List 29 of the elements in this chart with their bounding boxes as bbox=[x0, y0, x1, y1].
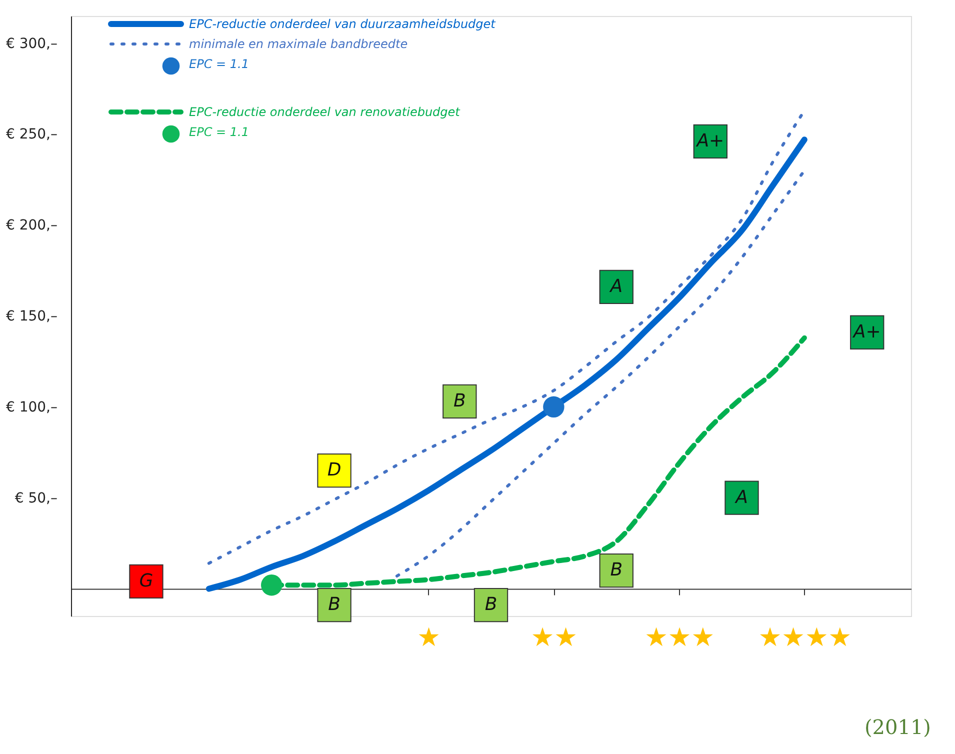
point bbox=[260, 574, 282, 596]
data-label: B bbox=[610, 560, 623, 581]
legend-label: EPC = 1.1 bbox=[189, 57, 249, 71]
data-label: B bbox=[453, 390, 466, 412]
y-tick-label: € 50,– bbox=[14, 490, 58, 506]
data-label: A bbox=[609, 276, 623, 297]
x-tick-label: ★★★ bbox=[644, 623, 715, 654]
text: (2011) bbox=[864, 715, 931, 739]
data-label: B bbox=[484, 594, 498, 616]
line-series bbox=[395, 169, 806, 578]
data-label: B bbox=[328, 594, 340, 616]
text: minimale en maximale bandbreedte bbox=[189, 37, 408, 51]
data-label: D bbox=[327, 460, 342, 481]
text: EPC-reductie onderdeel van duurzaamheidsbudget bbox=[189, 17, 497, 31]
y-tick-label: € 200,– bbox=[6, 218, 58, 234]
y-tick-label: € 250,– bbox=[6, 126, 58, 143]
data-label: G bbox=[139, 570, 154, 592]
legend-label: EPC = 1.1 bbox=[189, 125, 249, 139]
text: EPC-reductie onderdeel van renovatiebudget bbox=[189, 105, 462, 119]
x-tick-label: ★ bbox=[417, 623, 440, 654]
y-tick-label: € 300,– bbox=[6, 36, 58, 52]
data-label: A bbox=[734, 486, 748, 508]
y-tick-label: € 150,– bbox=[6, 308, 58, 324]
x-tick-label: ★★ bbox=[530, 623, 578, 654]
point bbox=[543, 396, 564, 418]
x-tick-label: ★★★★ bbox=[758, 623, 852, 654]
data-label: A+ bbox=[696, 130, 724, 152]
y-tick-label: € 100,– bbox=[6, 399, 58, 416]
data-label: A+ bbox=[852, 321, 881, 342]
